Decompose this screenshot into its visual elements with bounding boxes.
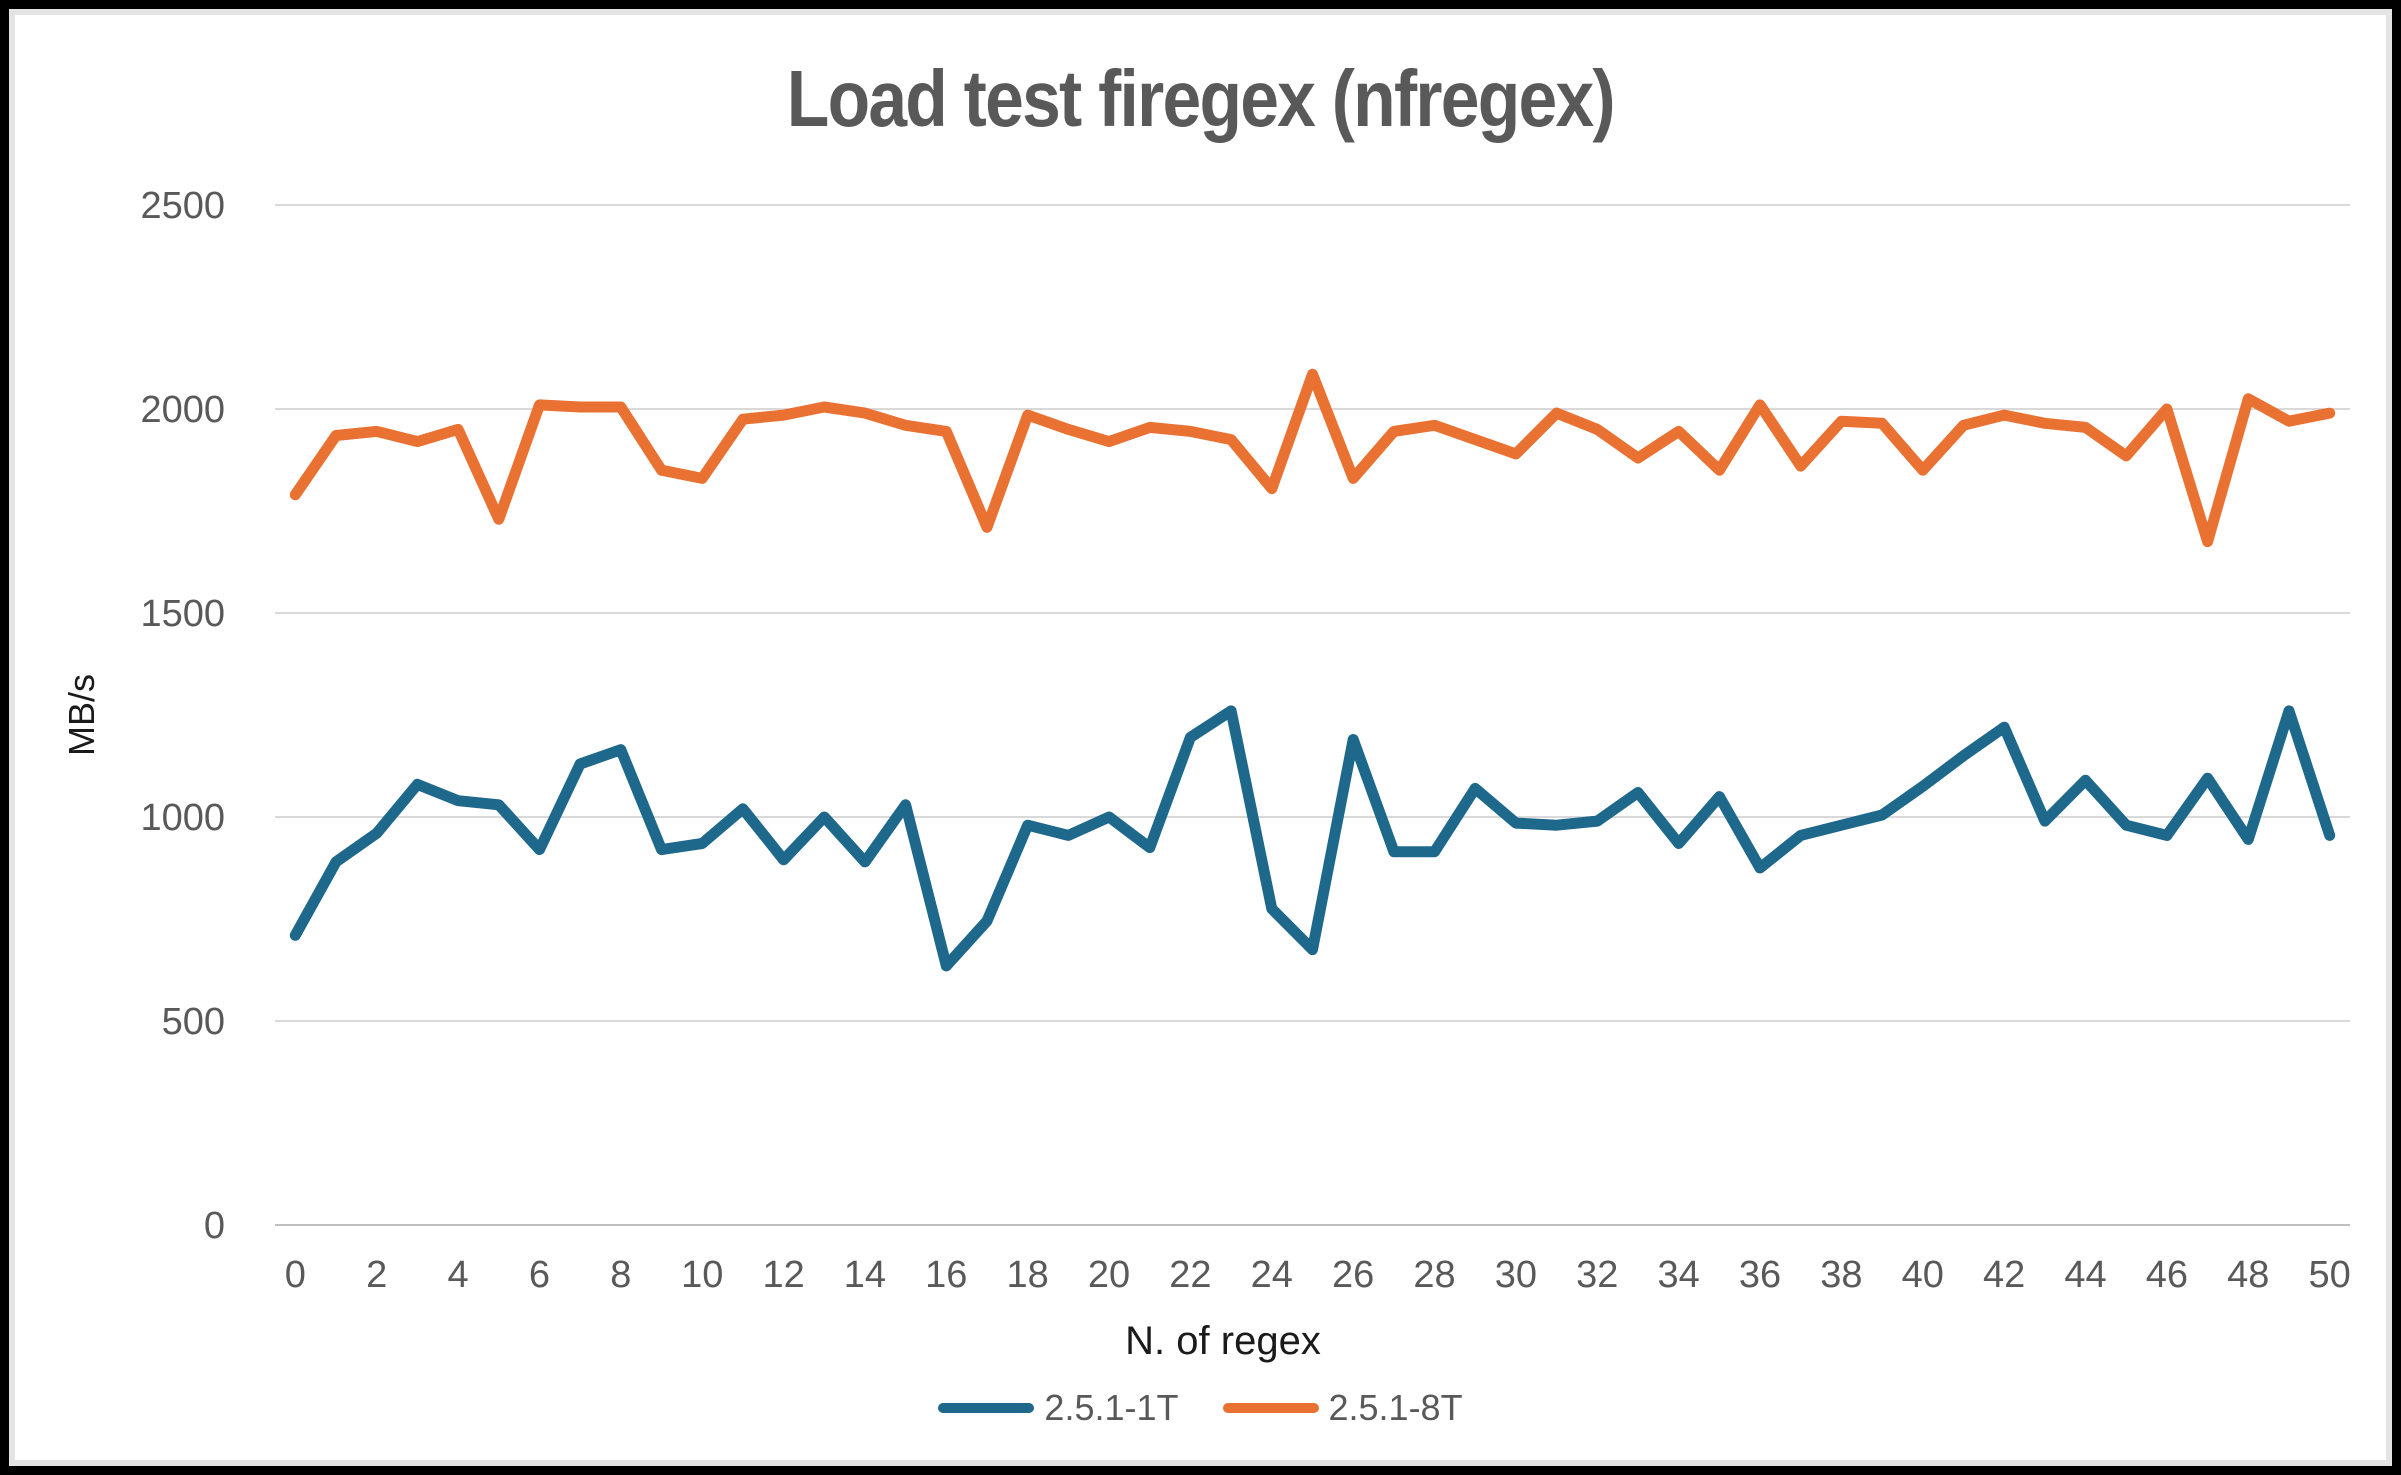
x-tick-label: 20 xyxy=(1088,1254,1130,1296)
x-tick-label: 34 xyxy=(1658,1254,1700,1296)
x-tick-label: 42 xyxy=(1983,1254,2025,1296)
y-axis-title: MB/s xyxy=(61,673,102,757)
x-axis-tick-labels: 0 2 4 6 8 10 12 14 16 18 20 22 24 26 28 30 32 34 36 38 40 42 4… xyxy=(285,1254,2351,1296)
x-tick-label: 14 xyxy=(844,1254,886,1296)
x-tick-label: 36 xyxy=(1739,1254,1781,1296)
x-tick-label: 6 xyxy=(529,1254,550,1296)
y-tick-label: 500 xyxy=(162,1001,225,1043)
x-tick-label: 28 xyxy=(1413,1254,1455,1296)
x-tick-label: 4 xyxy=(448,1254,469,1296)
x-tick-label: 40 xyxy=(1902,1254,1944,1296)
y-tick-label: 1500 xyxy=(140,593,225,635)
x-tick-label: 10 xyxy=(681,1254,723,1296)
x-tick-label: 26 xyxy=(1332,1254,1374,1296)
y-tick-label: 2000 xyxy=(140,389,225,431)
x-tick-label: 0 xyxy=(285,1254,306,1296)
legend-item-2.5.1-8T: 2.5.1-8T xyxy=(1222,1387,1463,1429)
gridlines xyxy=(275,204,2350,1226)
x-tick-label: 44 xyxy=(2064,1254,2106,1296)
series-line-2.5.1-8T xyxy=(289,368,2336,548)
x-tick-label: 2 xyxy=(366,1254,387,1296)
legend-swatch-icon xyxy=(1222,1403,1319,1413)
y-axis-tick-labels: 0 500 1000 1500 2000 2500 xyxy=(140,185,225,1247)
x-tick-label: 12 xyxy=(762,1254,804,1296)
x-tick-label: 24 xyxy=(1251,1254,1293,1296)
x-tick-label: 32 xyxy=(1576,1254,1618,1296)
x-axis-title: N. of regex xyxy=(1125,1319,1321,1363)
legend-label: 2.5.1-1T xyxy=(1044,1387,1179,1428)
legend-swatch-icon xyxy=(938,1403,1035,1413)
series-line-2.5.1-1T xyxy=(289,705,2336,972)
x-tick-label: 30 xyxy=(1495,1254,1537,1296)
x-tick-label: 22 xyxy=(1169,1254,1211,1296)
legend-item-2.5.1-1T: 2.5.1-1T xyxy=(938,1387,1179,1429)
x-tick-label: 8 xyxy=(610,1254,631,1296)
x-tick-label: 18 xyxy=(1007,1254,1049,1296)
x-tick-label: 38 xyxy=(1820,1254,1862,1296)
x-tick-label: 48 xyxy=(2227,1254,2269,1296)
legend: 2.5.1-1T 2.5.1-8T xyxy=(9,1387,2392,1429)
x-tick-label: 16 xyxy=(925,1254,967,1296)
y-tick-label: 0 xyxy=(204,1205,225,1247)
legend-label: 2.5.1-8T xyxy=(1328,1387,1463,1428)
y-tick-label: 2500 xyxy=(140,185,225,227)
chart-title-text: Load test firegex (nfregex) xyxy=(786,54,1616,143)
chart-title: Load test firegex (nfregex) xyxy=(9,53,2392,145)
x-tick-label: 46 xyxy=(2146,1254,2188,1296)
y-tick-label: 1000 xyxy=(140,797,225,839)
x-tick-label: 50 xyxy=(2309,1254,2351,1296)
